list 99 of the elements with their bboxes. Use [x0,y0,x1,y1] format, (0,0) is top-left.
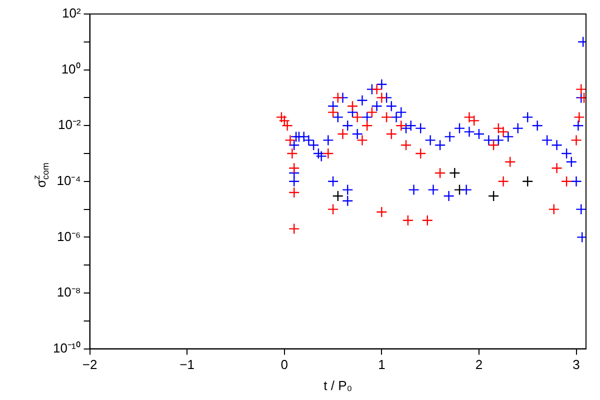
x-tick-label: 0 [280,357,288,372]
point [390,112,402,123]
point [342,195,354,206]
y-tick-label: 10⁰ [61,61,81,76]
point [284,134,296,146]
point [342,120,354,132]
point [322,134,334,146]
point [434,167,446,179]
point [414,122,426,134]
point [434,140,446,151]
y-tick-label: 10⁻² [58,117,82,132]
point [522,176,534,187]
point [396,120,407,132]
point [473,128,485,140]
point [522,112,534,123]
x-tick-label: −1 [180,357,194,372]
point [288,223,300,234]
point [443,190,454,202]
point [376,206,388,218]
point [576,204,586,215]
point [574,112,585,123]
point [560,148,572,160]
point [488,190,500,202]
point [356,134,368,146]
point [316,150,327,162]
point [464,126,475,138]
point [402,214,414,226]
point [548,204,560,215]
y-tick-label: 10⁻⁸ [56,284,81,300]
point [332,112,344,123]
point [376,92,388,104]
point [371,100,382,112]
point [488,140,500,151]
point [380,112,392,123]
point [566,156,578,168]
point [376,78,388,90]
y-tick-label: 10⁻⁶ [56,228,81,244]
point [498,176,509,187]
point [428,184,439,196]
x-axis-title: t / P₀ [324,378,352,393]
x-tick-label: 2 [475,357,483,372]
point [312,148,324,160]
point [424,134,436,146]
point [444,131,456,142]
point [346,100,358,112]
point [337,128,348,140]
point [361,112,373,123]
point [551,162,562,174]
point [460,184,472,196]
point [356,94,368,106]
point [332,190,344,202]
point [327,204,339,215]
point [286,148,298,160]
point [414,148,426,160]
x-tick-label: −2 [82,357,98,372]
point [276,112,288,123]
point [327,106,339,118]
point [504,156,516,168]
point [361,120,373,132]
point [288,176,300,187]
point [322,148,334,160]
point [492,134,504,146]
point [454,122,466,134]
point [386,128,398,140]
y-tick-label: 10² [62,6,82,21]
point [366,106,378,118]
point [400,140,412,151]
y-tick-label: 10⁻¹⁰ [52,340,81,356]
point [327,176,339,187]
point [422,214,434,226]
point [576,84,586,95]
point [512,122,524,134]
point [288,140,300,151]
x-tick-label: 1 [378,357,386,372]
point [386,100,398,112]
point [532,120,543,132]
point [332,92,344,104]
point [408,184,420,196]
point [502,131,514,142]
point [449,167,460,179]
point [541,134,553,146]
point [483,134,494,146]
point [396,106,407,118]
y-axis-title: σzcom [31,162,50,188]
point [560,176,572,187]
point [288,186,300,198]
x-tick-label: 3 [572,357,580,372]
point [400,122,412,134]
point [570,176,582,187]
point [352,112,363,123]
point [570,134,582,146]
point [371,84,382,95]
point [288,162,300,174]
point [405,120,416,132]
y-tick-label: 10⁻⁴ [56,172,81,188]
point [352,128,363,140]
point [342,184,354,196]
point [572,120,584,132]
point [551,140,562,151]
